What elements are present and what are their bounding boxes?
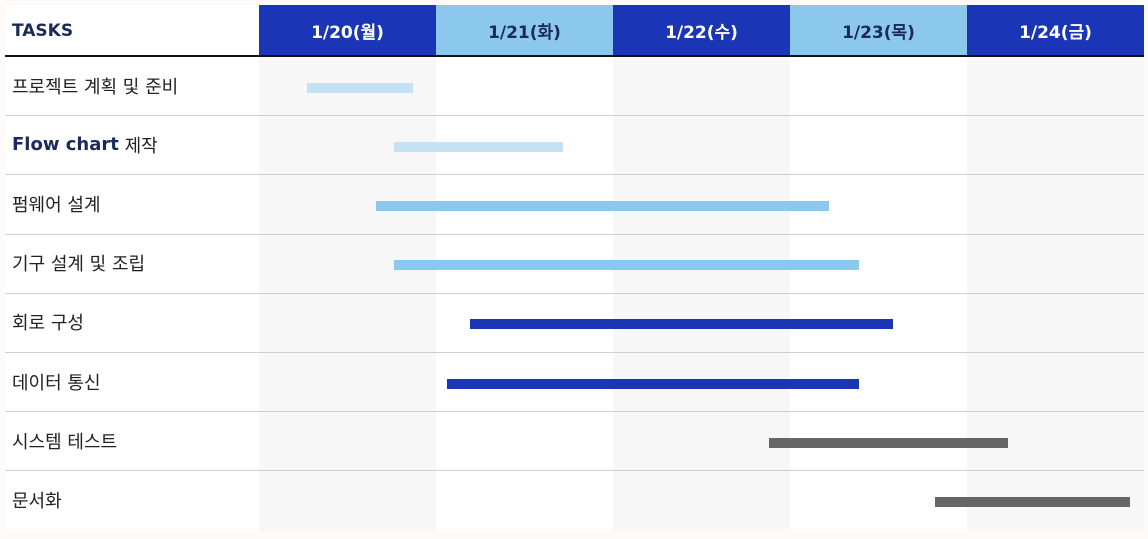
- task-label-text: 제작: [118, 135, 158, 157]
- task-bar: [306, 82, 413, 93]
- date-column-header: 1/22(수): [613, 5, 790, 56]
- task-label-text: 펌웨어 설계: [12, 194, 101, 216]
- task-bar: [469, 319, 893, 330]
- task-bar: [393, 260, 860, 271]
- task-label: 펌웨어 설계: [12, 174, 101, 233]
- task-label: 문서화: [12, 470, 62, 529]
- row-separator: [5, 470, 1144, 472]
- task-label: 시스템 테스트: [12, 411, 117, 470]
- date-column-header: 1/21(화): [436, 5, 613, 56]
- task-bar: [935, 497, 1130, 507]
- task-label: Flow chart 제작: [12, 115, 158, 174]
- row-separator: [5, 411, 1144, 413]
- task-label-text: 프로젝트 계획 및 준비: [12, 76, 179, 98]
- task-label-text: 시스템 테스트: [12, 431, 118, 453]
- task-label-text: 기구 설계 및 조립: [12, 254, 146, 276]
- row-separator: [5, 115, 1144, 117]
- task-bar: [768, 437, 1008, 448]
- row-separator: [5, 352, 1144, 353]
- task-bar: [393, 141, 564, 152]
- row-separator: [5, 174, 1144, 176]
- date-column-header: 1/23(목): [790, 5, 967, 56]
- date-column-header: 1/24(금): [967, 5, 1144, 56]
- header-divider: [5, 55, 1144, 57]
- tasks-header: TASKS: [5, 5, 259, 56]
- row-separator: [5, 233, 1144, 235]
- task-label-text: 문서화: [12, 490, 62, 512]
- task-label-text: 회로 구성: [12, 313, 84, 335]
- gantt-chart: TASKS 1/20(월) 1/21(화) 1/22(수) 1/23(목) 1/24(금…: [5, 5, 1144, 530]
- task-bar: [375, 201, 829, 211]
- task-label: 기구 설계 및 조립: [12, 234, 145, 293]
- date-column-header: 1/20(월): [259, 5, 436, 56]
- task-bar: [446, 378, 860, 389]
- task-label: 데이터 통신: [12, 352, 101, 411]
- task-label: 회로 구성: [12, 293, 84, 352]
- task-label: 프로젝트 계획 및 준비: [12, 56, 178, 115]
- task-label-bold: Flow chart: [12, 134, 119, 156]
- row-separator: [5, 292, 1144, 294]
- task-label-text: 데이터 통신: [12, 372, 101, 394]
